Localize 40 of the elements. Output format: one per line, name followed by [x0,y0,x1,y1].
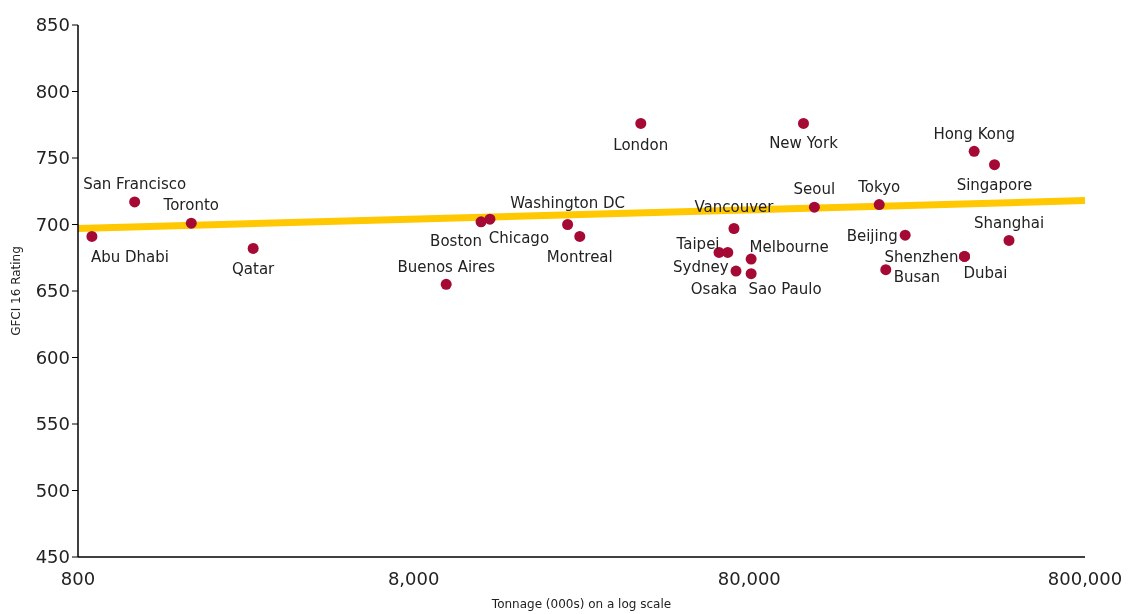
y-tick-label: 500 [35,479,70,501]
y-tick-label: 850 [35,14,70,36]
annotation: Sao Paulo [748,279,822,298]
annotation: Tokyo [857,177,901,196]
annotation: Qatar [232,259,276,278]
annotation: Shenzhen [884,247,959,266]
annotation: Shanghai [973,213,1045,232]
annotation: London [613,135,669,154]
y-tick-label: 550 [35,413,70,435]
annotation: New York [769,133,839,152]
annotation: Busan [893,267,940,286]
x-tick-label: 800,000 [1047,568,1123,589]
annotation: Washington DC [510,193,626,212]
x-axis-title: Tonnage (000s) on a log scale [490,597,672,611]
x-tick-label: 80,000 [717,568,781,589]
annotation: Montreal [546,247,613,266]
annotation: Buenos Aires [397,257,496,276]
annotation: Osaka [690,280,738,299]
annotation: Dubai [963,263,1008,282]
annotation: Toronto [162,196,219,215]
y-tick-label: 800 [35,80,70,102]
annotation: Melbourne [749,238,829,257]
x-tick-label: 800 [60,568,96,589]
annotation: Beijing [846,227,898,246]
annotation: Chicago [488,229,550,248]
annotation: Seoul [793,180,836,199]
annotation: Boston [430,232,482,251]
y-tick-label: 650 [35,280,70,302]
y-tick-label: 600 [35,346,70,368]
y-tick-label: 700 [35,213,70,235]
y-axis-title: GFCI 16 Rating [9,246,23,336]
annotation: San Francisco [83,175,187,194]
annotation: Sydney [673,257,729,276]
annotation: Singapore [956,175,1033,194]
y-tick-label: 750 [35,147,70,169]
annotation: Taipei [675,234,720,253]
x-tick-label: 8,000 [387,568,440,589]
y-tick-label: 450 [35,546,70,568]
annotation: Abu Dhabi [90,247,169,266]
annotation: Hong Kong [933,124,1015,143]
